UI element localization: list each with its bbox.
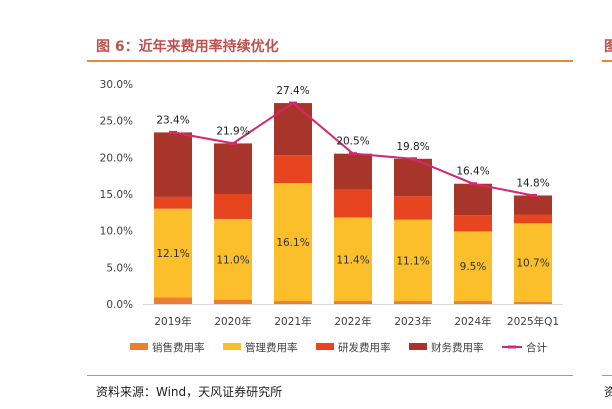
total-point xyxy=(169,130,177,134)
title-divider xyxy=(87,60,573,62)
legend-sales-label: 销售费用率 xyxy=(152,341,205,354)
bar-segment-sales xyxy=(214,299,252,304)
segment-data-label: 16.1% xyxy=(276,237,309,249)
total-data-label: 21.9% xyxy=(216,125,249,137)
total-point xyxy=(229,141,237,145)
total-point xyxy=(349,152,357,156)
legend-sales-swatch xyxy=(130,343,148,350)
bar-segment-rnd xyxy=(334,189,372,218)
y-tick-label: 10.0% xyxy=(100,226,133,238)
bar-segment-sales xyxy=(274,301,312,304)
bar-segment-rnd xyxy=(454,215,492,232)
y-tick-label: 25.0% xyxy=(100,116,133,128)
legend-total-label: 合计 xyxy=(526,341,547,354)
total-data-label: 27.4% xyxy=(276,85,309,97)
total-data-label: 16.4% xyxy=(456,166,489,178)
bar-segment-admin xyxy=(514,223,552,302)
bar-segment-rnd xyxy=(514,214,552,224)
x-tick-label: 2021年 xyxy=(274,315,311,328)
y-tick-label: 0.0% xyxy=(106,299,133,311)
legend-admin-label: 管理费用率 xyxy=(245,341,298,354)
total-point xyxy=(529,193,537,197)
bar-segment-finance xyxy=(214,143,252,194)
x-tick-label: 2025年Q1 xyxy=(507,315,559,328)
figure-title: 图 6：近年来费用率持续优化 xyxy=(96,39,279,55)
segment-data-label: 11.4% xyxy=(336,254,369,266)
x-tick-label: 2020年 xyxy=(214,315,251,328)
bar-segment-finance xyxy=(454,183,492,216)
total-data-label: 20.5% xyxy=(336,136,369,148)
segment-data-label: 10.7% xyxy=(516,258,549,270)
bar-segment-finance xyxy=(514,195,552,215)
y-tick-label: 15.0% xyxy=(100,189,133,201)
legend-admin-swatch xyxy=(223,343,241,350)
next-figure-title-fragment: 图 xyxy=(604,39,612,55)
footer-divider xyxy=(87,375,573,376)
bar-segment-admin xyxy=(274,183,312,302)
next-figure-source-fragment: 资 xyxy=(604,385,612,399)
bar-segment-sales xyxy=(334,301,372,304)
source-note: 资料来源：Wind，天风证券研究所 xyxy=(96,385,283,399)
segment-data-label: 9.5% xyxy=(460,261,487,273)
legend-total-marker xyxy=(508,345,516,349)
bar-segment-finance xyxy=(334,153,372,190)
bar-segment-admin xyxy=(214,218,252,300)
segment-data-label: 11.0% xyxy=(216,254,249,266)
chart-axes: 0.0% 5.0% 10.0% 15.0% 20.0% 25.0% 30.0% 2019年 20… xyxy=(100,79,563,328)
total-data-label: 19.8% xyxy=(396,141,429,153)
x-tick-label: 2022年 xyxy=(334,315,371,328)
bar-segment-sales xyxy=(514,301,552,304)
total-line xyxy=(169,101,537,197)
bar-segment-finance xyxy=(154,132,192,197)
bar-segment-rnd xyxy=(214,194,252,219)
segment-data-label: 12.1% xyxy=(156,248,189,260)
legend-finance-label: 财务费用率 xyxy=(431,341,484,354)
chart-data-labels: 12.1% 11.0% 16.1% 11.4% 11.1% 9.5% 10.7% 23.4% 2… xyxy=(156,85,549,273)
bar-segment-sales xyxy=(454,301,492,304)
next-figure-footer-divider xyxy=(602,375,612,376)
bar-segment-rnd xyxy=(274,155,312,183)
y-tick-label: 5.0% xyxy=(106,262,133,274)
legend-rnd-label: 研发费用率 xyxy=(338,341,391,354)
bar-segment-admin xyxy=(334,217,372,302)
chart-bars xyxy=(154,103,552,304)
segment-data-label: 11.1% xyxy=(396,255,429,267)
total-point xyxy=(409,157,417,161)
next-figure-title-divider xyxy=(602,60,612,62)
bar-segment-admin xyxy=(394,219,432,302)
y-tick-label: 30.0% xyxy=(100,79,133,91)
chart-legend: 销售费用率 管理费用率 研发费用率 财务费用率 合计 xyxy=(130,341,547,354)
bar-segment-rnd xyxy=(154,196,192,209)
bar-segment-rnd xyxy=(394,196,432,220)
bar-segment-admin xyxy=(154,208,192,298)
legend-finance-swatch xyxy=(409,343,427,350)
bar-segment-sales xyxy=(154,297,192,304)
total-data-label: 23.4% xyxy=(156,114,189,126)
y-tick-label: 20.0% xyxy=(100,152,133,164)
total-data-label: 14.8% xyxy=(516,177,549,189)
total-point xyxy=(469,182,477,186)
x-tick-label: 2019年 xyxy=(154,315,191,328)
legend-rnd-swatch xyxy=(316,343,334,350)
x-tick-label: 2023年 xyxy=(394,315,431,328)
x-tick-label: 2024年 xyxy=(454,315,491,328)
total-point xyxy=(289,101,297,105)
bar-segment-sales xyxy=(394,301,432,304)
bar-segment-admin xyxy=(454,231,492,302)
